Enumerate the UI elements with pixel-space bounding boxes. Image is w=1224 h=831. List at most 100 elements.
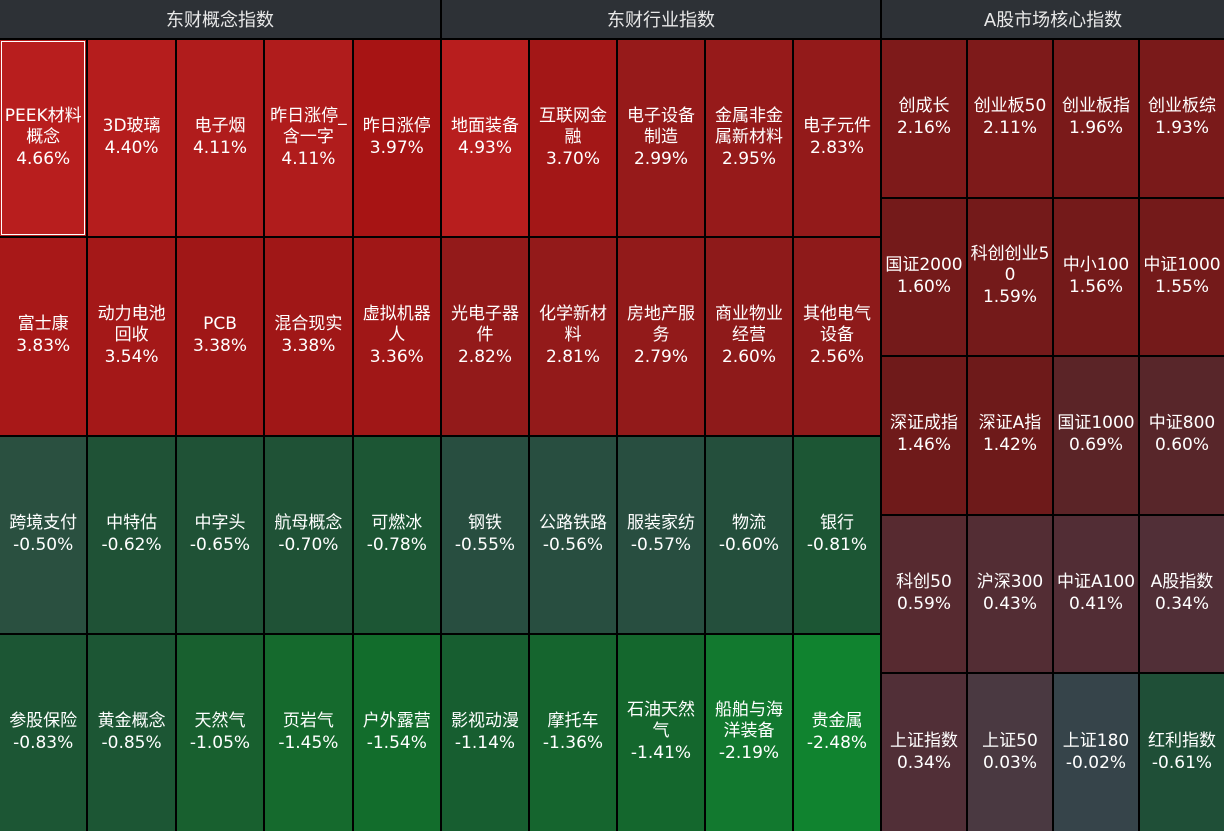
index-tile[interactable]: 影视动漫 -1.14% xyxy=(442,634,528,831)
index-tile[interactable]: 上证50 0.03% xyxy=(968,674,1052,831)
tile-change: -0.83% xyxy=(13,732,74,753)
index-tile[interactable]: 中证1000 1.55% xyxy=(1140,198,1224,356)
index-tile[interactable]: 可燃冰 -0.78% xyxy=(353,436,440,633)
index-tile[interactable]: 中小100 1.56% xyxy=(1054,198,1138,356)
index-tile[interactable]: 科创50 0.59% xyxy=(882,515,966,673)
index-tile[interactable]: 其他电气设备 2.56% xyxy=(794,238,880,435)
tile-name: 国证2000 xyxy=(885,254,963,275)
index-tile[interactable]: 混合现实 3.38% xyxy=(265,238,352,435)
index-tile[interactable]: 页岩气 -1.45% xyxy=(265,634,352,831)
tile-change: -1.14% xyxy=(454,732,516,753)
index-tile[interactable]: A股指数 0.34% xyxy=(1140,515,1224,673)
index-tile[interactable]: 房地产服务 2.79% xyxy=(618,238,704,435)
tile-name: 电子烟 xyxy=(194,116,246,137)
tile-name: 物流 xyxy=(732,512,766,533)
tile-change: 1.59% xyxy=(982,287,1037,308)
tile-change: 1.96% xyxy=(1068,118,1123,139)
tile-change: -0.81% xyxy=(806,534,868,555)
index-tile[interactable]: 富士康 3.83% xyxy=(0,238,87,435)
index-tile[interactable]: 创业板指 1.96% xyxy=(1054,40,1138,197)
tile-name: 天然气 xyxy=(194,710,246,731)
index-tile[interactable]: 昨日涨停 3.97% xyxy=(353,40,440,237)
index-tile[interactable]: 船舶与海洋装备 -2.19% xyxy=(706,634,792,831)
tile-name: 页岩气 xyxy=(282,710,334,731)
tile-name: 钢铁 xyxy=(468,512,502,533)
tile-change: -1.54% xyxy=(366,732,427,753)
tile-change: 2.56% xyxy=(809,346,864,367)
tile-name: 中证800 xyxy=(1148,413,1216,434)
index-tile[interactable]: 昨日涨停_含一字 4.11% xyxy=(265,40,352,237)
tile-change: 2.82% xyxy=(457,346,512,367)
panel-title: A股市场核心指数 xyxy=(882,0,1224,38)
index-tile[interactable]: 中字头 -0.65% xyxy=(176,436,264,633)
index-tile[interactable]: 服装家纺 -0.57% xyxy=(618,436,704,633)
index-tile[interactable]: 金属非金属新材料 2.95% xyxy=(706,40,792,237)
index-tile[interactable]: 中证800 0.60% xyxy=(1140,357,1224,514)
index-tile[interactable]: 地面装备 4.93% xyxy=(442,40,528,237)
index-tile[interactable]: 光电子器件 2.82% xyxy=(442,238,528,435)
index-tile[interactable]: 科创创业50 1.59% xyxy=(968,198,1052,356)
index-tile[interactable]: 创成长 2.16% xyxy=(882,40,966,197)
index-tile[interactable]: 银行 -0.81% xyxy=(794,436,880,633)
index-tile[interactable]: 动力电池回收 3.54% xyxy=(88,238,175,435)
industry-index-grid: 地面装备 4.93% 互联网金融 3.70% 电子设备制造 2.99% 金属非金属新材料 2.… xyxy=(442,40,880,831)
tile-name: 混合现实 xyxy=(274,314,343,335)
tile-change: -0.61% xyxy=(1151,752,1213,773)
index-tile[interactable]: 天然气 -1.05% xyxy=(176,634,264,831)
index-tile[interactable]: 沪深300 0.43% xyxy=(968,515,1052,673)
tile-change: 0.34% xyxy=(896,752,951,773)
tile-name: 金属非金属新材料 xyxy=(715,105,783,147)
index-tile[interactable]: PCB 3.38% xyxy=(176,238,264,435)
index-tile[interactable]: 航母概念 -0.70% xyxy=(265,436,352,633)
tile-name: 创业板指 xyxy=(1062,96,1130,117)
index-tile[interactable]: 深证A指 1.42% xyxy=(968,357,1052,514)
tile-name: 商业物业经营 xyxy=(715,303,783,345)
index-tile[interactable]: 中证A100 0.41% xyxy=(1054,515,1138,673)
index-tile[interactable]: 国证2000 1.60% xyxy=(882,198,966,356)
tile-name: 中证1000 xyxy=(1143,254,1221,275)
index-tile[interactable]: 物流 -0.60% xyxy=(706,436,792,633)
core-index-grid: 创成长 2.16% 创业板50 2.11% 创业板指 1.96% 创业板综 1.93% 国证20… xyxy=(882,40,1224,831)
index-tile[interactable]: 3D玻璃 4.40% xyxy=(88,40,175,237)
tile-name: 摩托车 xyxy=(547,710,599,731)
index-tile[interactable]: 商业物业经营 2.60% xyxy=(706,238,792,435)
index-tile[interactable]: 电子设备制造 2.99% xyxy=(618,40,704,237)
tile-name: 航母概念 xyxy=(274,512,343,533)
index-tile[interactable]: 户外露营 -1.54% xyxy=(353,634,440,831)
tile-change: 2.60% xyxy=(721,346,776,367)
tile-name: PEEK材料概念 xyxy=(4,105,82,147)
tile-change: 1.46% xyxy=(896,435,951,456)
index-tile[interactable]: 上证180 -0.02% xyxy=(1054,674,1138,831)
index-tile[interactable]: 黄金概念 -0.85% xyxy=(88,634,175,831)
index-tile[interactable]: 电子元件 2.83% xyxy=(794,40,880,237)
tile-name: A股指数 xyxy=(1150,572,1214,593)
index-tile[interactable]: 石油天然气 -1.41% xyxy=(618,634,704,831)
index-tile[interactable]: 虚拟机器人 3.36% xyxy=(353,238,440,435)
tile-name: 上证50 xyxy=(982,730,1038,751)
tile-change: 4.11% xyxy=(192,138,247,159)
tile-name: 国证1000 xyxy=(1057,413,1135,434)
tile-change: 0.34% xyxy=(1154,594,1209,615)
index-tile[interactable]: 电子烟 4.11% xyxy=(176,40,264,237)
index-tile[interactable]: 国证1000 0.69% xyxy=(1054,357,1138,514)
index-tile[interactable]: 深证成指 1.46% xyxy=(882,357,966,514)
index-tile[interactable]: 创业板综 1.93% xyxy=(1140,40,1224,197)
index-tile[interactable]: 上证指数 0.34% xyxy=(882,674,966,831)
index-tile[interactable]: 中特估 -0.62% xyxy=(88,436,175,633)
index-tile[interactable]: 参股保险 -0.83% xyxy=(0,634,87,831)
index-tile[interactable]: 跨境支付 -0.50% xyxy=(0,436,87,633)
tile-name: 科创创业50 xyxy=(970,244,1050,286)
tile-change: -0.70% xyxy=(278,534,339,555)
index-tile[interactable]: 钢铁 -0.55% xyxy=(442,436,528,633)
tile-change: 0.60% xyxy=(1154,435,1209,456)
index-tile[interactable]: 互联网金融 3.70% xyxy=(530,40,616,237)
index-tile[interactable]: 摩托车 -1.36% xyxy=(530,634,616,831)
tile-change: 3.83% xyxy=(16,336,71,357)
index-tile[interactable]: PEEK材料概念 4.66% xyxy=(0,40,87,237)
index-tile[interactable]: 创业板50 2.11% xyxy=(968,40,1052,197)
index-tile[interactable]: 红利指数 -0.61% xyxy=(1140,674,1224,831)
index-tile[interactable]: 公路铁路 -0.56% xyxy=(530,436,616,633)
index-tile[interactable]: 贵金属 -2.48% xyxy=(794,634,880,831)
index-tile[interactable]: 化学新材料 2.81% xyxy=(530,238,616,435)
tile-name: 地面装备 xyxy=(451,116,519,137)
